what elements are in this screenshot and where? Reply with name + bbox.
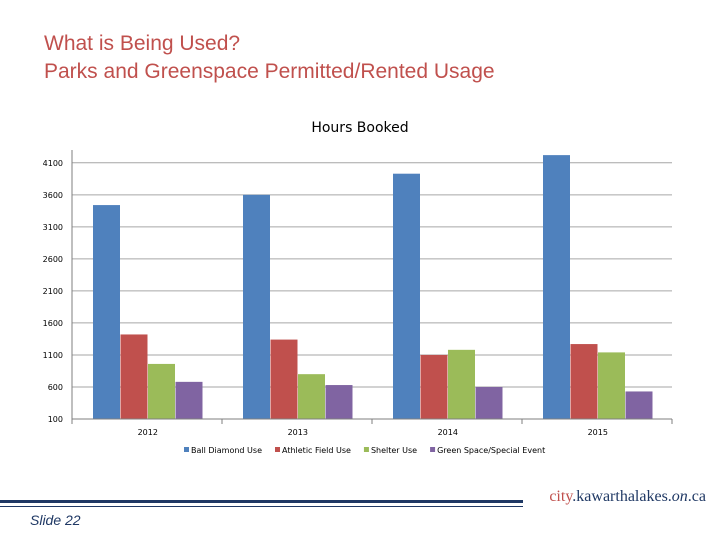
hours-booked-chart: Hours Booked 100 600 1100 1600 2100 2600 3100 3… — [43, 120, 673, 455]
footer-divider-thin — [0, 506, 523, 507]
bar-shelter-use-2014 — [448, 349, 475, 419]
brand-dot-3: . — [687, 488, 692, 505]
brand-dot-2: . — [667, 488, 672, 505]
y-tick-label: 2600 — [43, 255, 63, 264]
brand-region: on — [671, 488, 688, 505]
bar-shelter-use-2015 — [598, 352, 625, 419]
slide-title: What is Being Used? Parks and Greenspace… — [44, 30, 495, 86]
bar-green-space-special-event-2012 — [175, 381, 203, 419]
x-tick-label: 2014 — [438, 428, 458, 437]
y-tick-label: 4100 — [43, 159, 63, 168]
y-axis-tick-labels: 100 600 1100 1600 2100 2600 3100 3600 4100 — [43, 159, 63, 424]
bar-green-space-special-event-2014 — [475, 386, 503, 419]
bar-athletic-field-use-2012 — [120, 334, 148, 419]
legend-swatch — [363, 447, 369, 452]
y-tick-label: 3600 — [43, 191, 63, 200]
slide-title-line-2: Parks and Greenspace Permitted/Rented Us… — [44, 60, 495, 83]
bar-shelter-use-2013 — [298, 374, 325, 419]
legend-label: Green Space/Special Event — [437, 446, 545, 455]
legend-label: Ball Diamond Use — [191, 446, 262, 455]
bar-ball-diamond-use-2014 — [393, 173, 420, 419]
brand-name: kawarthalakes — [576, 488, 668, 505]
bar-ball-diamond-use-2012 — [93, 205, 120, 419]
legend-swatch — [184, 447, 189, 452]
slide-title-line-1: What is Being Used? — [44, 32, 241, 55]
legend-swatch — [430, 447, 436, 452]
x-tick-label: 2013 — [288, 428, 308, 437]
x-tick-label: 2012 — [138, 428, 158, 437]
bar-green-space-special-event-2015 — [625, 391, 653, 419]
y-tick-label: 2100 — [43, 287, 63, 296]
slide-number: Slide 22 — [30, 512, 81, 528]
legend-label: Shelter Use — [371, 446, 417, 455]
bar-athletic-field-use-2014 — [420, 354, 448, 419]
axes — [71, 150, 673, 424]
footer-divider — [0, 500, 523, 503]
y-tick-label: 1600 — [43, 319, 63, 328]
bar-athletic-field-use-2013 — [270, 339, 298, 419]
x-tick-label: 2015 — [588, 428, 608, 437]
legend-swatch — [275, 447, 280, 452]
y-tick-label: 1100 — [43, 351, 63, 360]
legend: Ball Diamond Use Athletic Field Use Shelte… — [184, 446, 545, 455]
chart-title: Hours Booked — [311, 120, 408, 136]
bar-ball-diamond-use-2013 — [243, 194, 270, 419]
x-axis-tick-labels: 2012 2013 2014 2015 — [138, 428, 608, 437]
bars — [93, 155, 653, 419]
y-tick-label: 100 — [48, 415, 63, 424]
y-tick-label: 600 — [48, 383, 63, 392]
brand-tld: ca — [691, 488, 706, 505]
bar-ball-diamond-use-2015 — [543, 155, 570, 419]
bar-green-space-special-event-2013 — [325, 385, 353, 419]
brand-prefix: city — [549, 488, 573, 505]
y-tick-label: 3100 — [43, 223, 63, 232]
bar-shelter-use-2012 — [148, 363, 175, 419]
brand-logo: city.kawarthalakes.on.ca — [549, 488, 706, 506]
brand-dot-1: . — [572, 488, 577, 505]
legend-label: Athletic Field Use — [282, 446, 351, 455]
bar-athletic-field-use-2015 — [570, 344, 598, 419]
